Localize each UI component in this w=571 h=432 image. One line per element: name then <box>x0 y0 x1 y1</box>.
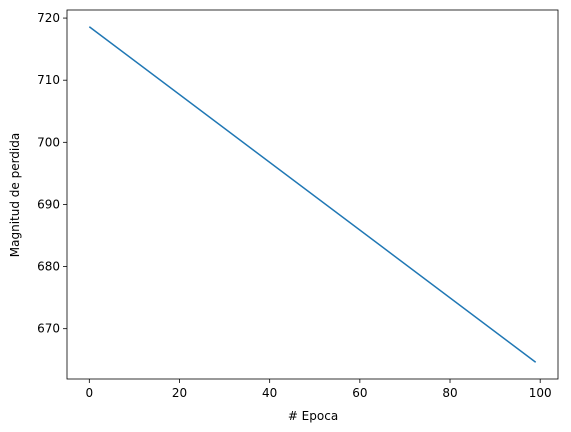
y-tick-label: 700 <box>37 135 60 149</box>
x-tick-label: 100 <box>529 386 552 400</box>
x-tick-label: 0 <box>85 386 93 400</box>
x-tick-label: 40 <box>262 386 277 400</box>
y-tick-label: 710 <box>37 73 60 87</box>
line-series <box>88 26 537 363</box>
y-tick-label: 670 <box>37 322 60 336</box>
plot-frame <box>66 9 559 380</box>
y-tick-label: 690 <box>37 197 60 211</box>
x-tick-label: 20 <box>172 386 187 400</box>
x-axis-label: # Epoca <box>288 409 338 423</box>
x-tick-label: 80 <box>442 386 457 400</box>
x-tick-label: 60 <box>352 386 367 400</box>
y-tick-label: 720 <box>37 11 60 25</box>
y-axis-label: Magnitud de perdida <box>8 133 22 257</box>
y-tick-label: 680 <box>37 260 60 274</box>
